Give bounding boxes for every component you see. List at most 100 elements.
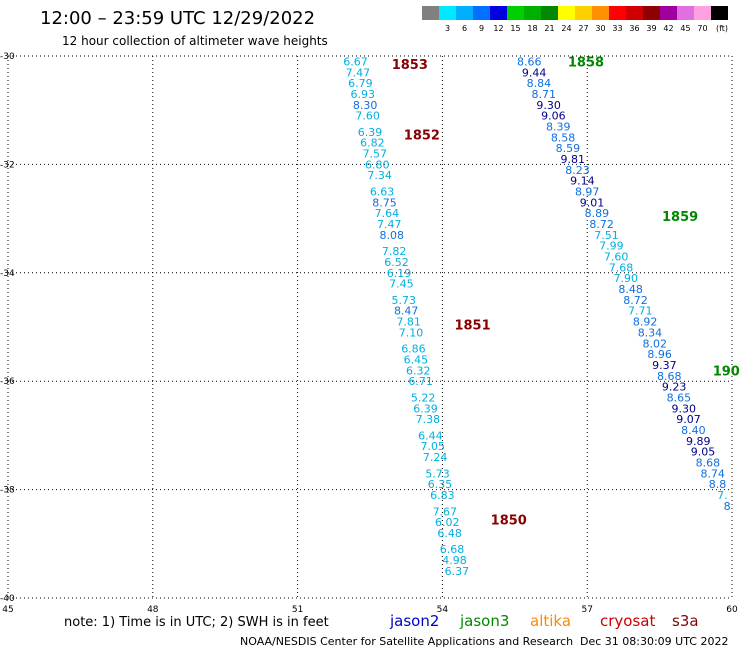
- satellite-label: altika: [530, 612, 571, 630]
- x-tick-label: 51: [292, 605, 303, 615]
- wave-height-label: 6.48: [437, 527, 462, 540]
- wave-height-label: 7.47: [346, 66, 371, 79]
- wave-height-label: 8.89: [585, 207, 610, 220]
- wave-height-label: 6.39: [358, 126, 383, 139]
- pass-time-label: 1853: [392, 58, 428, 73]
- wave-height-label: 6.83: [430, 489, 455, 502]
- wave-height-label: 7.10: [399, 326, 424, 339]
- wave-height-label: 7.67: [433, 505, 458, 518]
- wave-height-label: 8.71: [532, 88, 557, 101]
- wave-height-label: 5.73: [425, 467, 450, 480]
- legend-swatch: [507, 6, 524, 20]
- legend-swatch: [626, 6, 643, 20]
- legend-swatch: [439, 6, 456, 20]
- wave-height-label: 8.39: [546, 120, 571, 133]
- legend-swatch: [473, 6, 490, 20]
- x-tick-label: 60: [726, 605, 738, 615]
- wave-height-label: 7.81: [396, 316, 421, 329]
- pass-time-label: 1850: [491, 513, 527, 528]
- wave-height-label: 7.05: [420, 440, 445, 453]
- pass-labels: 1853 1852 1851 1850 1858 1859 1900: [392, 55, 740, 528]
- wave-height-label: 6.82: [360, 137, 385, 150]
- pass-time-label: 1859: [662, 210, 698, 225]
- wave-height-label: 7.68: [609, 261, 634, 274]
- legend-unit: (ft): [716, 24, 728, 33]
- footer-timestamp: Dec 31 08:30:09 UTC 2022: [580, 635, 728, 648]
- legend-swatch: [456, 6, 473, 20]
- wave-height-label: 6.19: [387, 267, 412, 280]
- wave-height-label: 6.32: [406, 364, 431, 377]
- wave-height-label: 9.81: [560, 153, 585, 166]
- wave-height-label: 8.59: [556, 142, 581, 155]
- wave-height-label: 8.96: [647, 348, 672, 361]
- wave-height-label: 8.34: [638, 326, 663, 339]
- wave-height-label: 9.44: [522, 66, 547, 79]
- x-tick-label: 54: [437, 605, 449, 615]
- satellite-label: s3a: [672, 612, 699, 630]
- wave-height-label: 6.44: [418, 429, 443, 442]
- wave-height-label: 7.47: [377, 218, 402, 231]
- wave-height-label: 6.35: [428, 478, 453, 491]
- color-legend: 3 6 9 12 15 18 21 24 27 30 33 36 39 42 45 70 (ft): [422, 6, 728, 33]
- wave-height-label: 8.48: [618, 283, 643, 296]
- pass-time-label: 1852: [404, 129, 440, 144]
- legend-swatch: [558, 6, 575, 20]
- wave-height-label: 7.71: [628, 305, 653, 318]
- legend-swatch: [677, 6, 694, 20]
- wave-height-label: 6.79: [348, 77, 373, 90]
- wave-height-label: 9.89: [686, 435, 711, 448]
- legend-label: 3: [445, 24, 450, 33]
- legend-label: 18: [527, 24, 537, 33]
- chart-subtitle: 12 hour collection of altimeter wave hei…: [62, 34, 328, 48]
- wave-height-label: 7.64: [375, 207, 400, 220]
- wave-height-label: 7.38: [416, 413, 441, 426]
- wave-height-label: 7.34: [367, 169, 392, 182]
- wave-height-label: 6.68: [440, 543, 465, 556]
- legend-label: 39: [646, 24, 656, 33]
- wave-height-label: 6.52: [384, 256, 409, 269]
- wave-height-label: 6.67: [343, 55, 368, 68]
- legend-label: 21: [544, 24, 554, 33]
- x-tick-label: 45: [2, 605, 13, 615]
- plot-grid: [7, 55, 733, 599]
- wave-height-label: 9.14: [570, 175, 595, 188]
- legend-label: 30: [595, 24, 605, 33]
- legend-label: 70: [697, 24, 707, 33]
- wave-height-label: 8: [724, 500, 731, 513]
- x-tick-label: 48: [147, 605, 159, 615]
- wave-height-label: 8.40: [681, 424, 706, 437]
- wave-height-label: 8.68: [657, 370, 682, 383]
- legend-label: 6: [462, 24, 467, 33]
- wave-height-label: 6.71: [408, 375, 433, 388]
- legend-swatch: [524, 6, 541, 20]
- legend-swatch: [660, 6, 677, 20]
- wave-height-label: 8.58: [551, 131, 576, 144]
- legend-label: 45: [680, 24, 690, 33]
- satellite-legend: jason2 jason3 altika cryosat s3a: [389, 612, 699, 630]
- footer-note: note: 1) Time is in UTC; 2) SWH is in fe…: [64, 615, 329, 630]
- wave-height-label: 6.63: [370, 186, 395, 199]
- satellite-label: jason2: [389, 612, 439, 630]
- legend-swatch: [694, 6, 711, 20]
- wave-height-label: 8.72: [623, 294, 648, 307]
- legend-label: 36: [629, 24, 639, 33]
- wave-height-label: 8.84: [527, 77, 552, 90]
- wave-height-label: 8.68: [696, 457, 721, 470]
- y-tick-label: -36: [0, 377, 15, 387]
- y-tick-label: -30: [0, 52, 15, 62]
- wave-height-label: 6.93: [351, 88, 376, 101]
- chart-title: 12:00 – 23:59 UTC 12/29/2022: [40, 8, 315, 29]
- wave-height-label: 5.73: [392, 294, 417, 307]
- legend-swatch: [541, 6, 558, 20]
- wave-height-label: 7.82: [382, 245, 407, 258]
- satellite-label: jason3: [459, 612, 509, 630]
- pass-time-label: 1858: [568, 55, 604, 70]
- legend-swatch: [592, 6, 609, 20]
- wave-height-label: 6.86: [401, 343, 426, 356]
- legend-swatch: [575, 6, 592, 20]
- wave-height-label: 8.72: [589, 218, 614, 231]
- wave-height-label: 9.30: [536, 99, 561, 112]
- wave-height-label: 8.30: [353, 99, 378, 112]
- wave-height-label: 4.98: [442, 554, 467, 567]
